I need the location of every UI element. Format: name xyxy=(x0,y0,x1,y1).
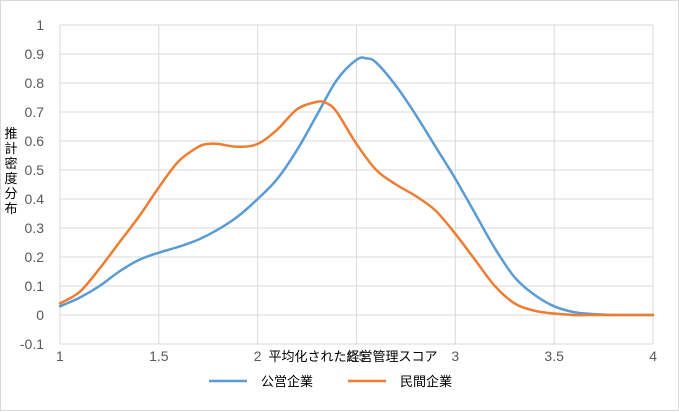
x-tick-label: 2.5 xyxy=(347,348,367,364)
y-axis-title: 推計密度分布 xyxy=(4,127,17,217)
x-tick-label: 3.5 xyxy=(544,348,564,364)
grid-lines xyxy=(59,24,654,345)
y-tick-label: 0.4 xyxy=(25,191,45,207)
y-tick-label: 0.3 xyxy=(25,220,45,236)
x-tick-label: 1 xyxy=(56,348,64,364)
x-axis-title: 平均化された経営管理スコア xyxy=(268,350,437,365)
y-tick-label: 0.6 xyxy=(25,133,45,149)
y-tick-label: 0.8 xyxy=(25,75,45,91)
series-lines xyxy=(58,56,655,317)
y-tick-label: 1 xyxy=(36,17,44,33)
y-tick-label: 0.1 xyxy=(25,278,45,294)
x-tick-label: 4 xyxy=(649,348,657,364)
y-tick-label: 0 xyxy=(36,307,44,323)
y-tick-label: 0.2 xyxy=(25,249,45,265)
y-tick-label: 0.7 xyxy=(25,104,45,120)
x-tick-label: 3 xyxy=(451,348,459,364)
x-tick-label: 1.5 xyxy=(149,348,169,364)
legend-label-public: 公営企業 xyxy=(261,374,313,390)
y-tick-label: 0.9 xyxy=(25,46,45,62)
y-tick-labels: -0.1 0 0.1 0.2 0.3 0.4 0.5 0.6 0.7 0.8 0.9 1 xyxy=(20,17,44,352)
x-tick-labels: 1 1.5 2 2.5 3 3.5 4 xyxy=(56,348,657,364)
y-tick-label: -0.1 xyxy=(20,336,44,352)
y-tick-label: 0.5 xyxy=(25,162,45,178)
x-tick-label: 2 xyxy=(254,348,262,364)
legend-label-private: 民間企業 xyxy=(400,374,452,390)
series-line-private xyxy=(58,100,655,317)
legend: 公営企業 民間企業 xyxy=(209,374,452,390)
series-line-public xyxy=(58,56,655,317)
